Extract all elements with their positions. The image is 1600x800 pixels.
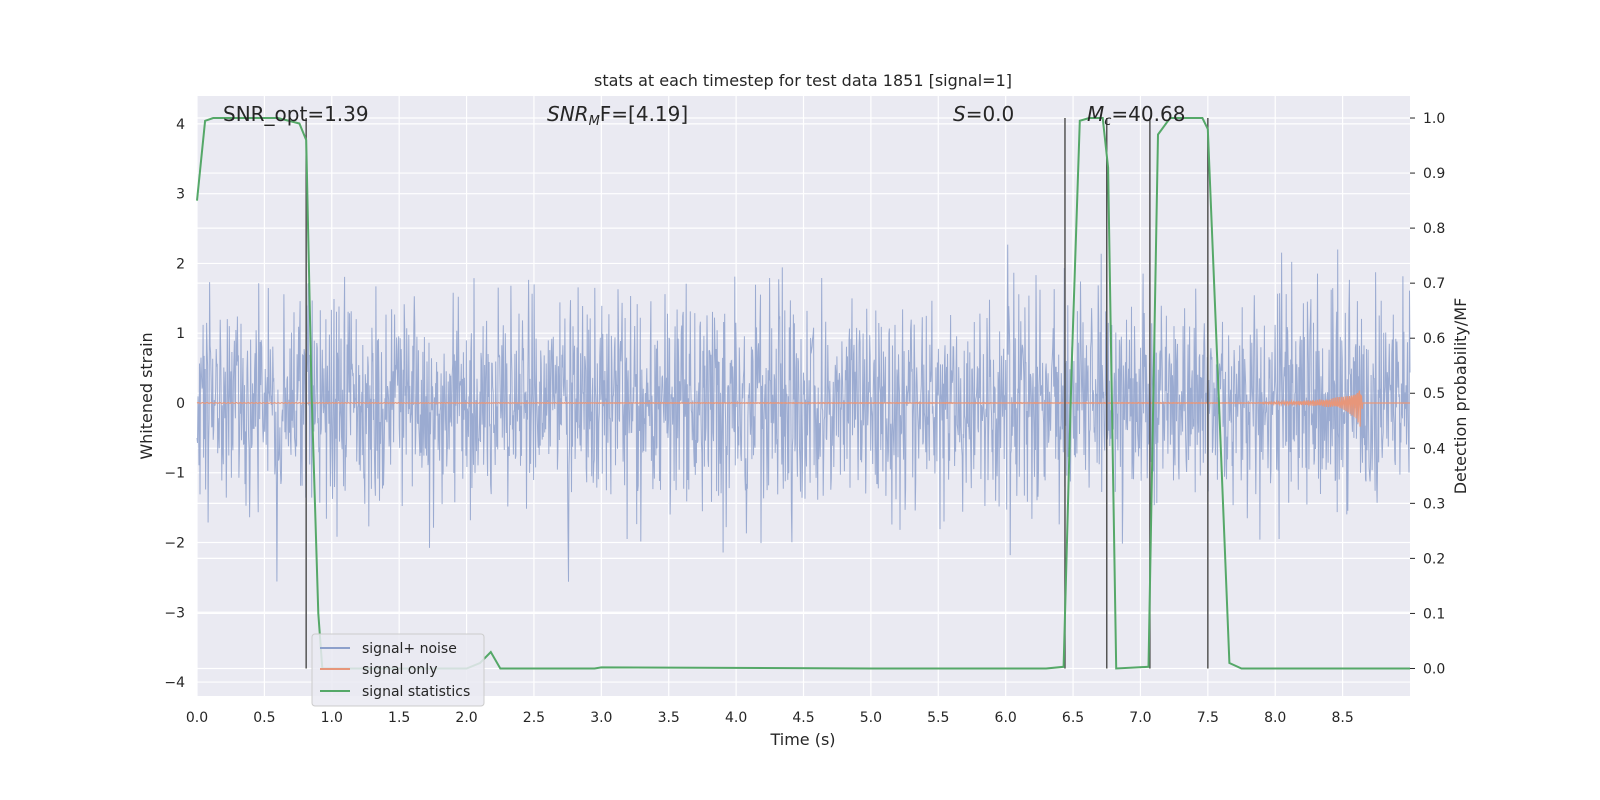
- right-y-axis-label: Detection probability/MF: [1451, 298, 1470, 495]
- y-tick-label: −2: [164, 536, 185, 552]
- chart-title: stats at each timestep for test data 185…: [594, 71, 1012, 90]
- x-tick-label: 0.5: [253, 710, 275, 726]
- x-tick-label: 4.5: [792, 710, 814, 726]
- snr-mf-main: SNR: [547, 102, 589, 126]
- annotation-mc: Mc=40.68: [1087, 102, 1185, 129]
- signal-statistics-series: [196, 117, 1410, 670]
- right-y-tick-label: 1.0: [1423, 111, 1445, 127]
- mc-main: M: [1087, 102, 1104, 126]
- x-tick-label: 2.0: [455, 710, 477, 726]
- right-y-tick-label: 0.6: [1423, 331, 1445, 347]
- mc-sub: c: [1104, 114, 1111, 129]
- x-tick-label: 6.5: [1062, 710, 1084, 726]
- x-tick-label: 7.5: [1197, 710, 1219, 726]
- snr-mf-rest: F=[4.19]: [600, 102, 688, 126]
- right-y-tick-label: 0.5: [1423, 386, 1445, 402]
- y-tick-label: 2: [176, 256, 185, 272]
- y-tick-label: −3: [164, 605, 185, 621]
- s-main: S: [953, 102, 966, 126]
- right-y-tick-label: 0.2: [1423, 551, 1445, 567]
- legend-box: [311, 633, 485, 707]
- x-tick-label: 1.0: [321, 710, 343, 726]
- x-tick-label: 8.0: [1264, 710, 1286, 726]
- x-tick-label: 8.5: [1331, 710, 1353, 726]
- x-tick-label: 5.0: [860, 710, 882, 726]
- mc-rest: =40.68: [1111, 102, 1185, 126]
- right-y-tick-labels: 1.0 0.9 0.8 0.7 0.6 0.5 0.4 0.3 0.2 0.1 0.0: [1410, 111, 1445, 677]
- right-y-tick-label: 0.0: [1423, 661, 1445, 677]
- y-tick-label: 3: [176, 187, 185, 203]
- annotation-snr-mf: SNRMF=[4.19]: [547, 102, 688, 129]
- x-tick-label: 7.0: [1129, 710, 1151, 726]
- y-tick-label: −1: [164, 466, 185, 482]
- right-y-tick-label: 0.1: [1423, 606, 1445, 622]
- right-y-tick-label: 0.8: [1423, 221, 1445, 237]
- vertical-markers: [305, 118, 1209, 669]
- y-tick-labels: 4 3 2 1 0 −1 −2 −3 −4: [164, 117, 185, 691]
- right-y-tick-label: 0.3: [1423, 496, 1445, 512]
- x-tick-label: 1.5: [388, 710, 410, 726]
- signal-statistics-line: [196, 117, 1410, 670]
- legend: signal+ noise signal only signal statist…: [311, 633, 485, 707]
- right-y-tick-label: 0.4: [1423, 441, 1445, 457]
- x-tick-labels: 0.0 0.5 1.0 1.5 2.0 2.5 3.0 3.5 4.0 4.5 5.0 5.5 6.0 6…: [186, 710, 1354, 726]
- snr-mf-sub: M: [589, 114, 600, 129]
- s-rest: =0.0: [966, 102, 1015, 126]
- legend-label-signal: signal only: [362, 662, 437, 678]
- annotation-s: S=0.0: [953, 102, 1014, 126]
- y-tick-label: 4: [176, 117, 185, 133]
- y-tick-label: 1: [176, 326, 185, 342]
- x-tick-label: 3.5: [658, 710, 680, 726]
- x-tick-label: 0.0: [186, 710, 208, 726]
- x-tick-label: 6.0: [995, 710, 1017, 726]
- legend-label-noise: signal+ noise: [362, 641, 457, 657]
- right-y-tick-label: 0.7: [1423, 276, 1445, 292]
- y-tick-label: 0: [176, 396, 185, 412]
- right-y-tick-label: 0.9: [1423, 166, 1445, 182]
- x-tick-label: 5.5: [927, 710, 949, 726]
- x-tick-label: 2.5: [523, 710, 545, 726]
- annotation-snr-opt: SNR_opt=1.39: [223, 102, 369, 126]
- y-tick-label: −4: [164, 675, 185, 691]
- legend-label-stats: signal statistics: [362, 684, 470, 700]
- x-tick-label: 3.0: [590, 710, 612, 726]
- y-axis-label: Whitened strain: [137, 332, 156, 459]
- x-axis-label: Time (s): [769, 730, 835, 749]
- x-tick-label: 4.0: [725, 710, 747, 726]
